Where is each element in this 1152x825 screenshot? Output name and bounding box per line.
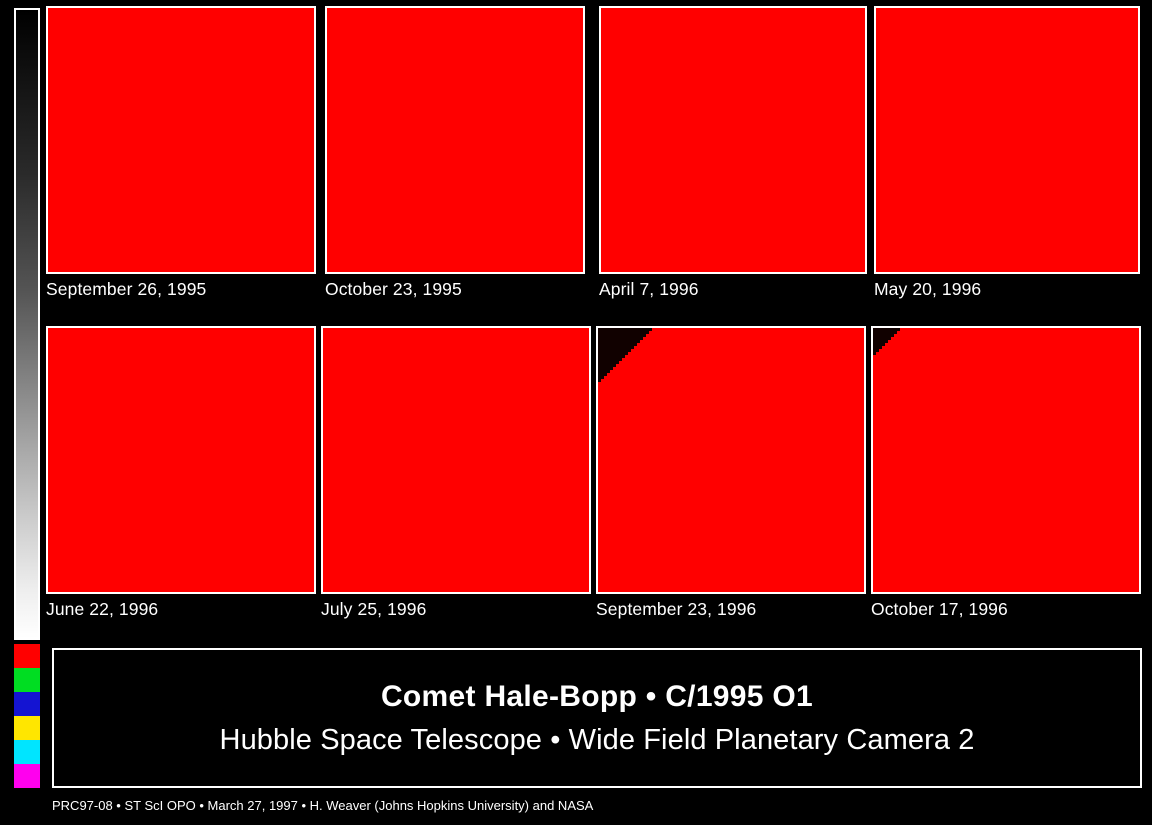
title-block: Comet Hale-Bopp • C/1995 O1 Hubble Space… — [52, 648, 1142, 788]
image-caption-7: September 23, 1996 — [596, 599, 757, 619]
image-caption-3: April 7, 1996 — [599, 279, 699, 299]
colorbar-swatch-blue — [14, 692, 40, 716]
comet-image-4 — [874, 6, 1140, 274]
comet-image-2 — [325, 6, 585, 274]
colorbar-swatch-strip — [14, 644, 40, 788]
colorbar-swatch-cyan — [14, 740, 40, 764]
comet-image-6 — [321, 326, 591, 594]
comet-image-3 — [599, 6, 867, 274]
image-caption-6: July 25, 1996 — [321, 599, 427, 619]
comet-image-5 — [46, 326, 316, 594]
image-caption-8: October 17, 1996 — [871, 599, 1008, 619]
comet-image-7 — [596, 326, 866, 594]
colorbar-swatch-magenta — [14, 764, 40, 788]
image-caption-4: May 20, 1996 — [874, 279, 982, 299]
image-caption-1: September 26, 1995 — [46, 279, 207, 299]
comet-image-1 — [46, 6, 316, 274]
colorbar-swatch-yellow — [14, 716, 40, 740]
comet-image-8 — [871, 326, 1141, 594]
credit-line: PRC97-08 • ST ScI OPO • March 27, 1997 •… — [52, 798, 594, 813]
intensity-colorbar — [14, 8, 40, 640]
colorbar-swatch-red — [14, 644, 40, 668]
image-caption-5: June 22, 1996 — [46, 599, 159, 619]
poster-title-primary: Comet Hale-Bopp • C/1995 O1 — [380, 679, 814, 713]
poster-title-secondary: Hubble Space Telescope • Wide Field Plan… — [219, 723, 975, 756]
image-caption-2: October 23, 1995 — [325, 279, 462, 299]
colorbar-swatch-green — [14, 668, 40, 692]
